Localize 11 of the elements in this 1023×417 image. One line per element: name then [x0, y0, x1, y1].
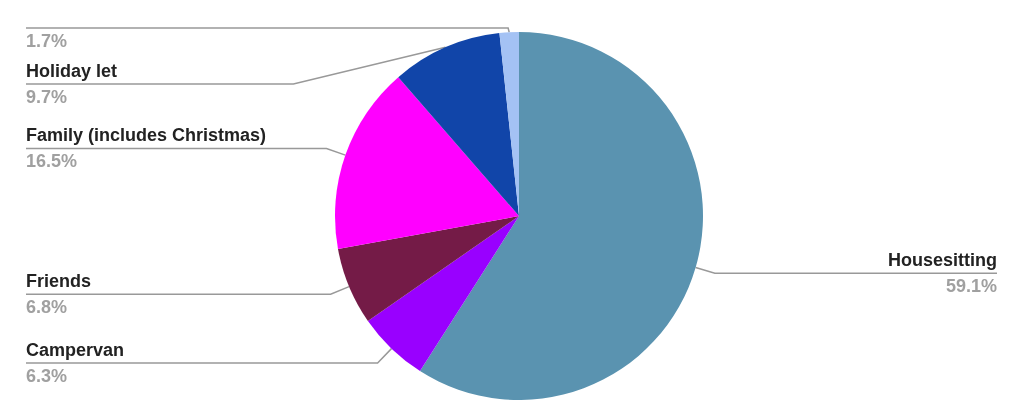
data-label: 16.5% [26, 151, 78, 172]
data-label: 9.7% [26, 87, 68, 107]
slice-label: Holiday let [26, 61, 118, 81]
slice-label: Campervan [26, 340, 125, 361]
data-label: 6.3% [26, 366, 68, 387]
data-label: 59.1% [945, 276, 997, 297]
data-label: 6.8% [26, 297, 68, 318]
slice-label: Family (includes Christmas) [26, 125, 267, 146]
data-label: 1.7% [26, 31, 68, 51]
slice-label: Housesitting [887, 250, 997, 271]
slice-label: Friends [26, 271, 92, 292]
